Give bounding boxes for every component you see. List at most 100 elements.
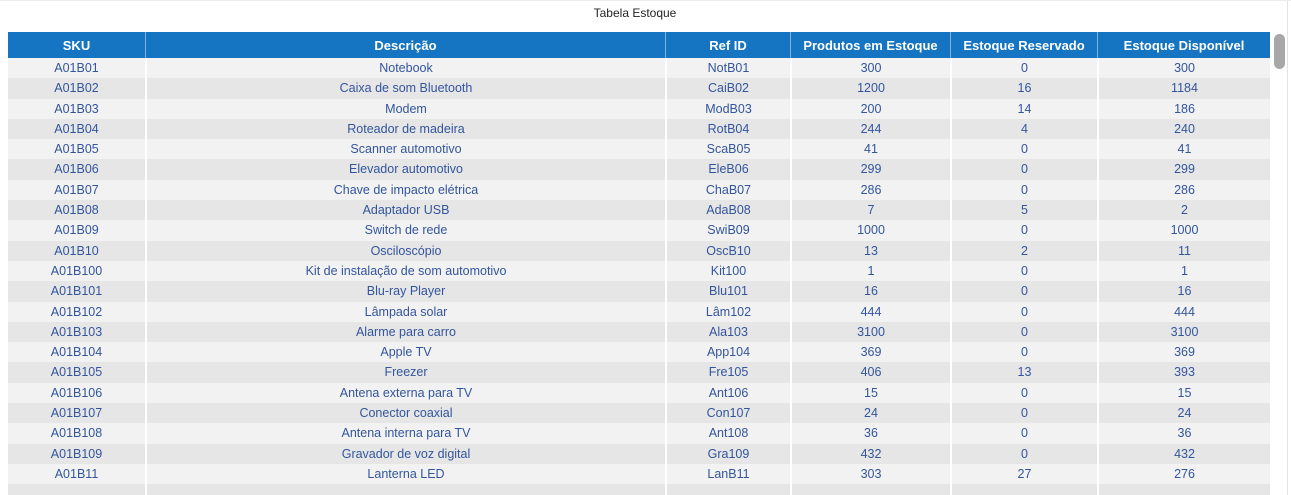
table-cell[interactable]: A01B101 (50, 284, 103, 299)
table-cell[interactable]: 14 (950, 98, 1097, 119)
table-cell[interactable]: 16 (790, 281, 950, 302)
vertical-scrollbar-thumb[interactable] (1274, 34, 1285, 69)
table-cell[interactable]: Lâm102 (665, 301, 790, 322)
table-cell[interactable]: ChaB07 (665, 179, 790, 201)
table-cell[interactable]: A01B103 (50, 324, 103, 339)
table-cell[interactable]: Lâmpada solar (145, 301, 665, 322)
table-cell[interactable]: 36 (790, 423, 950, 444)
table-row[interactable]: A01B101 Blu-ray Player Blu101 16 0 16 (8, 281, 1270, 302)
table-cell[interactable]: ModB03 (665, 98, 790, 119)
column-header-estoque-reservado[interactable]: Estoque Reservado (950, 32, 1097, 58)
table-row[interactable]: A01B09 Switch de rede SwiB09 1000 0 1000 (8, 220, 1270, 241)
table-cell[interactable]: 5 (950, 200, 1097, 221)
table-cell[interactable]: 1 (790, 260, 950, 282)
table-cell[interactable]: A01B106 (50, 385, 103, 400)
table-cell[interactable]: Notebook (145, 58, 665, 79)
table-cell[interactable]: 4 (950, 118, 1097, 140)
table-cell[interactable]: RotB04 (665, 118, 790, 140)
table-cell[interactable]: 186 (1097, 98, 1270, 119)
table-cell[interactable]: 16 (950, 78, 1097, 99)
table-cell[interactable]: 393 (1097, 362, 1270, 383)
table-row[interactable]: A01B01 Notebook NotB01 300 0 300 (8, 58, 1270, 79)
table-cell[interactable]: OscB10 (665, 240, 790, 261)
table-cell[interactable]: 3100 (1097, 321, 1270, 343)
table-cell[interactable]: AdaB08 (665, 200, 790, 221)
table-cell[interactable]: A01B10 (54, 243, 99, 258)
table-cell[interactable]: 24 (1097, 403, 1270, 424)
table-row[interactable]: A01B105 Freezer Fre105 406 13 393 (8, 362, 1270, 383)
table-cell[interactable]: 0 (950, 443, 1097, 464)
table-cell[interactable]: 0 (950, 301, 1097, 322)
table-cell[interactable]: A01B100 (50, 263, 103, 278)
table-cell[interactable]: A01B11 (54, 466, 99, 481)
table-cell[interactable]: A01B06 (54, 162, 99, 177)
table-cell[interactable]: A01B105 (50, 365, 103, 380)
table-cell[interactable]: 27 (950, 463, 1097, 485)
table-cell[interactable]: 36 (1097, 423, 1270, 444)
table-cell[interactable]: EleB06 (665, 159, 790, 180)
table-cell[interactable]: 444 (790, 301, 950, 322)
table-cell[interactable]: 303 (790, 463, 950, 485)
table-cell[interactable]: Lanterna LED (145, 463, 665, 485)
table-row[interactable]: A01B06 Elevador automotivo EleB06 299 0 299 (8, 159, 1270, 180)
table-cell[interactable]: Alarme para carro (145, 321, 665, 343)
table-cell[interactable]: 13 (790, 240, 950, 261)
table-cell[interactable]: Blu101 (665, 281, 790, 302)
table-cell[interactable]: 0 (950, 403, 1097, 424)
table-cell[interactable]: A01B04 (54, 121, 99, 136)
table-cell[interactable]: LanB11 (665, 463, 790, 485)
table-cell[interactable]: 432 (790, 443, 950, 464)
table-cell[interactable]: 0 (950, 159, 1097, 180)
column-header-produtos-em-estoque[interactable]: Produtos em Estoque (790, 32, 950, 58)
table-cell[interactable]: 1200 (790, 78, 950, 99)
table-cell[interactable]: 15 (790, 382, 950, 404)
table-cell[interactable]: A01B05 (54, 142, 99, 157)
column-header-descricao[interactable]: Descrição (145, 32, 665, 58)
table-row[interactable]: A01B11 Lanterna LED LanB11 303 27 276 (8, 463, 1270, 485)
table-cell[interactable]: A01B03 (54, 101, 99, 116)
table-cell[interactable]: Freezer (145, 362, 665, 383)
table-cell[interactable]: 13 (950, 362, 1097, 383)
table-cell[interactable]: 286 (790, 179, 950, 201)
table-row[interactable]: A01B102 Lâmpada solar Lâm102 444 0 444 (8, 301, 1270, 322)
table-cell[interactable]: Antena interna para TV (145, 423, 665, 444)
table-cell[interactable]: 0 (950, 260, 1097, 282)
table-cell[interactable]: 15 (1097, 382, 1270, 404)
table-cell[interactable]: 1000 (790, 220, 950, 241)
table-cell[interactable]: Gravador de voz digital (145, 443, 665, 464)
table-cell[interactable]: 0 (950, 382, 1097, 404)
table-cell[interactable]: 276 (1097, 463, 1270, 485)
table-cell[interactable]: 0 (950, 423, 1097, 444)
table-cell[interactable]: 300 (790, 58, 950, 79)
table-row[interactable]: A01B106 Antena externa para TV Ant106 15 0 15 (8, 382, 1270, 404)
table-row[interactable]: A01B10 Osciloscópio OscB10 13 2 11 (8, 240, 1270, 261)
table-cell[interactable]: 444 (1097, 301, 1270, 322)
table-cell[interactable]: A01B102 (50, 304, 103, 319)
table-cell[interactable]: 432 (1097, 443, 1270, 464)
table-cell[interactable]: Modem (145, 98, 665, 119)
table-cell[interactable]: Antena externa para TV (145, 382, 665, 404)
table-cell[interactable]: A01B07 (54, 182, 99, 197)
table-cell[interactable]: Con107 (665, 403, 790, 424)
table-row[interactable]: A01B02 Caixa de som Bluetooth CaiB02 1200 16… (8, 78, 1270, 99)
table-row[interactable]: A01B103 Alarme para carro Ala103 3100 0 3100 (8, 321, 1270, 343)
table-cell[interactable]: ScaB05 (665, 139, 790, 160)
table-cell[interactable]: 0 (950, 139, 1097, 160)
table-cell[interactable]: Kit de instalação de som automotivo (145, 260, 665, 282)
table-row[interactable]: A01B109 Gravador de voz digital Gra109 432 0… (8, 443, 1270, 464)
table-row[interactable]: A01B04 Roteador de madeira RotB04 244 4 240 (8, 118, 1270, 140)
table-cell[interactable]: 11 (1097, 240, 1270, 261)
table-cell[interactable]: 0 (950, 342, 1097, 363)
table-cell[interactable]: Blu-ray Player (145, 281, 665, 302)
table-cell[interactable]: Scanner automotivo (145, 139, 665, 160)
table-cell[interactable]: Roteador de madeira (145, 118, 665, 140)
table-cell[interactable]: A01B104 (50, 345, 103, 360)
table-cell[interactable]: 41 (1097, 139, 1270, 160)
table-cell[interactable]: 240 (1097, 118, 1270, 140)
table-cell[interactable]: 1 (1097, 260, 1270, 282)
table-cell[interactable]: 244 (790, 118, 950, 140)
table-row[interactable]: A01B07 Chave de impacto elétrica ChaB07 286… (8, 179, 1270, 201)
table-cell[interactable]: 0 (950, 281, 1097, 302)
table-cell[interactable]: 0 (950, 220, 1097, 241)
table-cell[interactable]: Gra109 (665, 443, 790, 464)
